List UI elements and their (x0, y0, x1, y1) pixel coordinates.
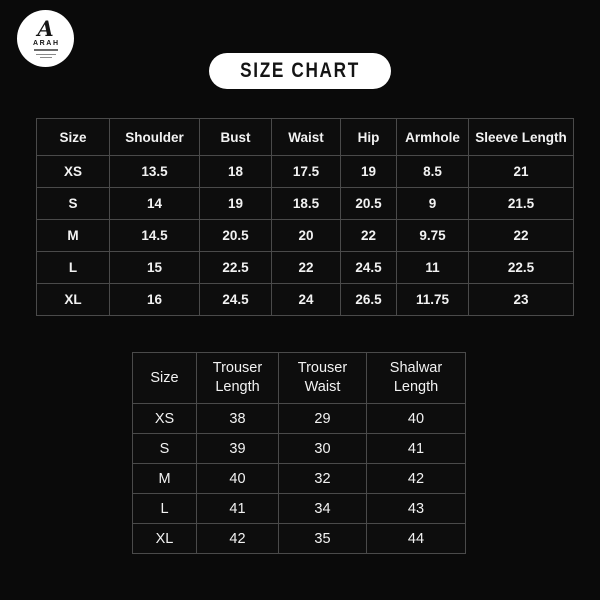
measurement-cell: 23 (468, 283, 574, 316)
measurement-cell: 21 (468, 155, 574, 188)
logo-brand-name: ARAH (32, 40, 60, 47)
size-label-cell: L (36, 251, 110, 284)
measurement-cell: 18 (199, 155, 272, 188)
measurement-cell: 24 (271, 283, 341, 316)
logo-tagline-illegible (33, 49, 58, 51)
measurement-cell: 42 (196, 523, 279, 554)
column-header: Hip (340, 118, 397, 156)
measurement-cell: 15 (109, 251, 200, 284)
measurement-cell: 8.5 (396, 155, 469, 188)
column-header: Trouser Length (196, 352, 279, 404)
measurement-cell: 44 (366, 523, 466, 554)
measurement-cell: 32 (278, 463, 367, 494)
column-header: Waist (271, 118, 341, 156)
table-row: XL 42 35 44 (132, 523, 466, 554)
size-label-cell: XL (132, 523, 197, 554)
size-label-cell: M (132, 463, 197, 494)
page-title: SIZE CHART (240, 59, 360, 82)
size-chart-title-pill: SIZE CHART (209, 53, 391, 89)
table-row: L 15 22.5 22 24.5 11 22.5 (36, 251, 574, 284)
logo-monogram: A (37, 16, 54, 41)
logo-subtext-line-1-illegible (35, 53, 56, 55)
column-header: Trouser Waist (278, 352, 367, 404)
measurement-cell: 13.5 (109, 155, 200, 188)
table-row: XL 16 24.5 24 26.5 11.75 23 (36, 283, 574, 316)
measurement-cell: 29 (278, 403, 367, 434)
measurement-cell: 20.5 (199, 219, 272, 252)
measurement-cell: 38 (196, 403, 279, 434)
measurement-cell: 30 (278, 433, 367, 464)
table-row: XS 38 29 40 (132, 403, 466, 434)
measurement-cell: 40 (196, 463, 279, 494)
measurement-cell: 14 (109, 187, 200, 220)
measurement-cell: 22.5 (199, 251, 272, 284)
size-label-cell: XL (36, 283, 110, 316)
table-row: M 40 32 42 (132, 463, 466, 494)
measurement-cell: 39 (196, 433, 279, 464)
size-label-cell: L (132, 493, 197, 524)
column-header: Shoulder (109, 118, 200, 156)
size-label-cell: XS (36, 155, 110, 188)
measurement-cell: 9.75 (396, 219, 469, 252)
measurement-cell: 11 (396, 251, 469, 284)
measurement-cell: 41 (196, 493, 279, 524)
header-row: Size Shoulder Bust Waist Hip Armhole Sleeve Le… (36, 118, 574, 156)
measurement-cell: 9 (396, 187, 469, 220)
measurement-cell: 16 (109, 283, 200, 316)
measurement-cell: 24.5 (199, 283, 272, 316)
measurement-cell: 34 (278, 493, 367, 524)
size-label-cell: XS (132, 403, 197, 434)
measurement-cell: 14.5 (109, 219, 200, 252)
column-header: Armhole (396, 118, 469, 156)
size-label-cell: S (36, 187, 110, 220)
measurement-cell: 22.5 (468, 251, 574, 284)
measurement-cell: 42 (366, 463, 466, 494)
measurement-cell: 22 (271, 251, 341, 284)
column-header: Shalwar Length (366, 352, 466, 404)
size-label-cell: M (36, 219, 110, 252)
table-row: L 41 34 43 (132, 493, 466, 524)
size-label-cell: S (132, 433, 197, 464)
measurement-cell: 19 (199, 187, 272, 220)
column-header: Size (132, 352, 197, 404)
measurement-cell: 22 (340, 219, 397, 252)
measurement-cell: 43 (366, 493, 466, 524)
measurement-cell: 19 (340, 155, 397, 188)
measurement-cell: 22 (468, 219, 574, 252)
measurement-cell: 17.5 (271, 155, 341, 188)
header-row: Size Trouser Length Trouser Waist Shalwar L… (132, 352, 466, 404)
table-row: S 39 30 41 (132, 433, 466, 464)
measurement-cell: 20.5 (340, 187, 397, 220)
measurement-cell: 26.5 (340, 283, 397, 316)
table-row: XS 13.5 18 17.5 19 8.5 21 (36, 155, 574, 188)
logo-subtext-line-2-illegible (39, 56, 52, 58)
measurement-cell: 40 (366, 403, 466, 434)
table-row: S 14 19 18.5 20.5 9 21.5 (36, 187, 574, 220)
column-header: Bust (199, 118, 272, 156)
measurement-cell: 24.5 (340, 251, 397, 284)
measurement-cell: 41 (366, 433, 466, 464)
measurement-cell: 21.5 (468, 187, 574, 220)
trouser-shalwar-size-table: Size Trouser Length Trouser Waist Shalwar L… (132, 352, 466, 554)
brand-logo: A ARAH (17, 10, 74, 67)
measurement-cell: 11.75 (396, 283, 469, 316)
garment-size-table: Size Shoulder Bust Waist Hip Armhole Sleeve Le… (36, 118, 574, 316)
measurement-cell: 20 (271, 219, 341, 252)
column-header: Size (36, 118, 110, 156)
column-header: Sleeve Length (468, 118, 574, 156)
measurement-cell: 18.5 (271, 187, 341, 220)
table-row: M 14.5 20.5 20 22 9.75 22 (36, 219, 574, 252)
measurement-cell: 35 (278, 523, 367, 554)
